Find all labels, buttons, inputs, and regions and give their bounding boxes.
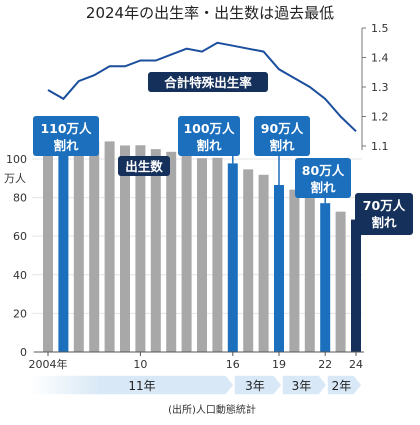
interval-label: 3年	[292, 379, 312, 393]
birth-rate-line	[47, 41, 357, 133]
left-axis-tick-label: 0	[20, 346, 27, 359]
left-axis-tick-label: 100	[6, 153, 27, 166]
left-axis-tick-label: 80	[13, 192, 27, 205]
callouts: 合計特殊出生率出生数110万人割れ100万人割れ90万人割れ80万人割れ70万人…	[33, 72, 413, 235]
callout-box	[295, 158, 351, 198]
bar-2016	[227, 163, 238, 352]
interval-label: 11年	[128, 379, 155, 393]
bar-2010	[135, 145, 146, 352]
interval-arrow	[233, 374, 283, 396]
source-note: (出所)人口動態統計	[168, 403, 256, 416]
bar-series-label-text: 出生数	[125, 159, 163, 174]
bar-2005	[58, 146, 69, 352]
right-axis-tick-label: 1.2	[371, 111, 389, 124]
callout-text-line1: 90万人	[261, 121, 304, 136]
bar-2015	[212, 157, 223, 352]
line-series-label-box	[148, 72, 268, 92]
bar-2023	[335, 211, 346, 352]
callout-box	[178, 116, 240, 156]
x-tick-label: 19	[272, 358, 286, 371]
bar-2019	[274, 185, 284, 352]
x-tick-label: 22	[318, 358, 332, 371]
bar-2007	[89, 141, 100, 352]
interval-arrow	[326, 374, 363, 396]
bar-2020	[289, 189, 300, 352]
x-tick-label: 16	[226, 358, 240, 371]
interval-label: 3年	[245, 379, 265, 393]
callout-text-line2: 割れ	[269, 138, 295, 153]
left-axis-tick-label: 20	[13, 307, 27, 320]
interval-arrows: 11年 3年 3年 2年	[29, 374, 363, 396]
left-axis-tick-label: 60	[13, 230, 27, 243]
bar-2013	[181, 153, 192, 352]
bar-2004	[43, 137, 53, 352]
bar-2009	[120, 145, 130, 352]
x-tick-label: 10	[133, 358, 147, 371]
bar-2021	[304, 195, 315, 352]
x-tick-label: 24	[349, 358, 363, 371]
bar-2018	[258, 174, 269, 352]
callout-text-line1: 70万人	[363, 198, 406, 213]
callout-text-line2: 割れ	[196, 138, 222, 153]
left-axis-tick-label: 40	[13, 269, 27, 282]
interval-arrow	[29, 374, 235, 396]
callout-text-line2: 割れ	[53, 138, 79, 153]
bar-2012	[166, 151, 177, 352]
callout-text-line2: 割れ	[310, 180, 336, 195]
bar-2017	[243, 169, 254, 352]
right-axis-tick-label: 1.3	[371, 81, 389, 94]
bar-2022	[320, 203, 331, 352]
callout-text-line2: 割れ	[371, 215, 397, 230]
line-series	[47, 41, 357, 133]
bar-series-label-box	[118, 156, 170, 176]
bar-2024	[351, 219, 361, 352]
callout-box	[254, 116, 310, 156]
bar-2011	[150, 149, 161, 352]
bar-2008	[104, 141, 115, 352]
right-axis-tick-label: 1.5	[371, 22, 389, 35]
bar-series	[43, 137, 361, 352]
callout-text-line1: 80万人	[302, 163, 345, 178]
right-axis-tick-label: 1.1	[371, 140, 389, 153]
bar-2006	[73, 141, 84, 352]
callout-text-line1: 110万人	[40, 121, 92, 136]
callout-box	[355, 193, 413, 235]
bar-series-label: 出生数	[118, 156, 170, 176]
callout-text-line1: 100万人	[183, 121, 235, 136]
interval-label: 2年	[332, 379, 352, 393]
line-series-label: 合計特殊出生率	[148, 72, 268, 92]
callout-box	[33, 116, 99, 156]
line-series-label-text: 合計特殊出生率	[164, 75, 252, 90]
chart-title: 2024年の出生率・出生数は過去最低	[86, 4, 334, 22]
bar-2014	[197, 158, 207, 352]
interval-arrow	[281, 374, 328, 396]
left-axis-unit: 万人	[4, 172, 26, 185]
right-axis-tick-label: 1.4	[371, 52, 389, 65]
x-tick-label: 2004年	[29, 357, 68, 371]
